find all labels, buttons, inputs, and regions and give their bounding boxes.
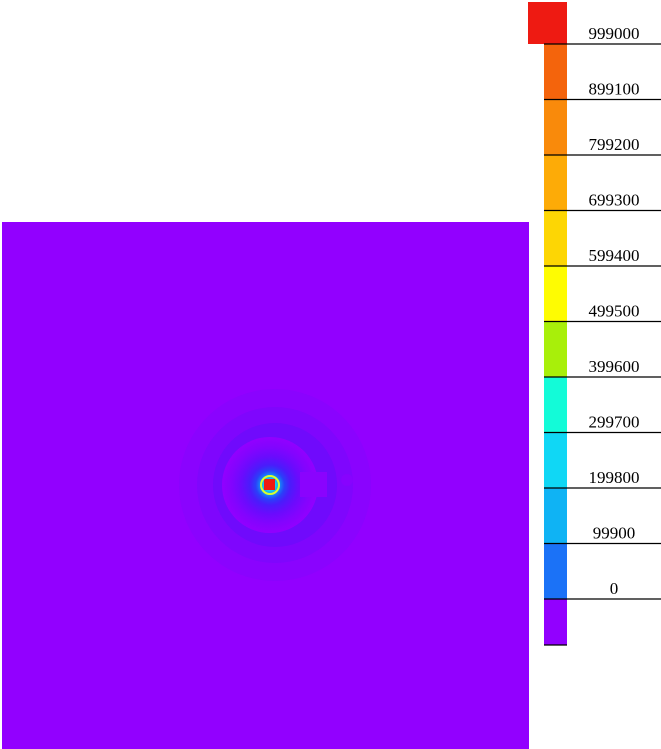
- colorbar-tick-label: 899100: [589, 80, 640, 99]
- colorbar-swatch: [544, 488, 567, 544]
- colorbar-swatch: [544, 210, 567, 267]
- square-patch: [300, 472, 327, 497]
- colorbar-tick-label: 499500: [589, 302, 640, 321]
- colorbar-swatch: [544, 543, 567, 600]
- colorbar-swatch: [544, 432, 567, 489]
- colorbar-tick-label: 0: [610, 579, 619, 598]
- point-source-rim: [260, 475, 280, 495]
- small-circle-feature: [341, 474, 353, 486]
- colorbar-swatch: [544, 44, 567, 100]
- colorbar-tick-label: 399600: [589, 357, 640, 376]
- colorbar-swatch: [544, 155, 567, 211]
- colorbar-tick-label: 699300: [589, 191, 640, 210]
- colorbar-tick-label: 599400: [589, 246, 640, 265]
- colorbar-swatch: [544, 266, 567, 322]
- point-source: [264, 479, 275, 490]
- colorbar-tick-label: 99900: [593, 524, 636, 543]
- colorbar-swatch: [528, 2, 567, 44]
- colorbar-tick-label: 299700: [589, 413, 640, 432]
- colorbar-swatch: [544, 99, 567, 156]
- colorbar-swatch: [544, 599, 567, 645]
- colorbar-tick-label: 199800: [589, 468, 640, 487]
- colorbar-swatch: [544, 321, 567, 378]
- colorbar-swatch: [544, 377, 567, 433]
- colorbar-tick-label: 799200: [589, 135, 640, 154]
- colorbar-tick-label: 999000: [589, 24, 640, 43]
